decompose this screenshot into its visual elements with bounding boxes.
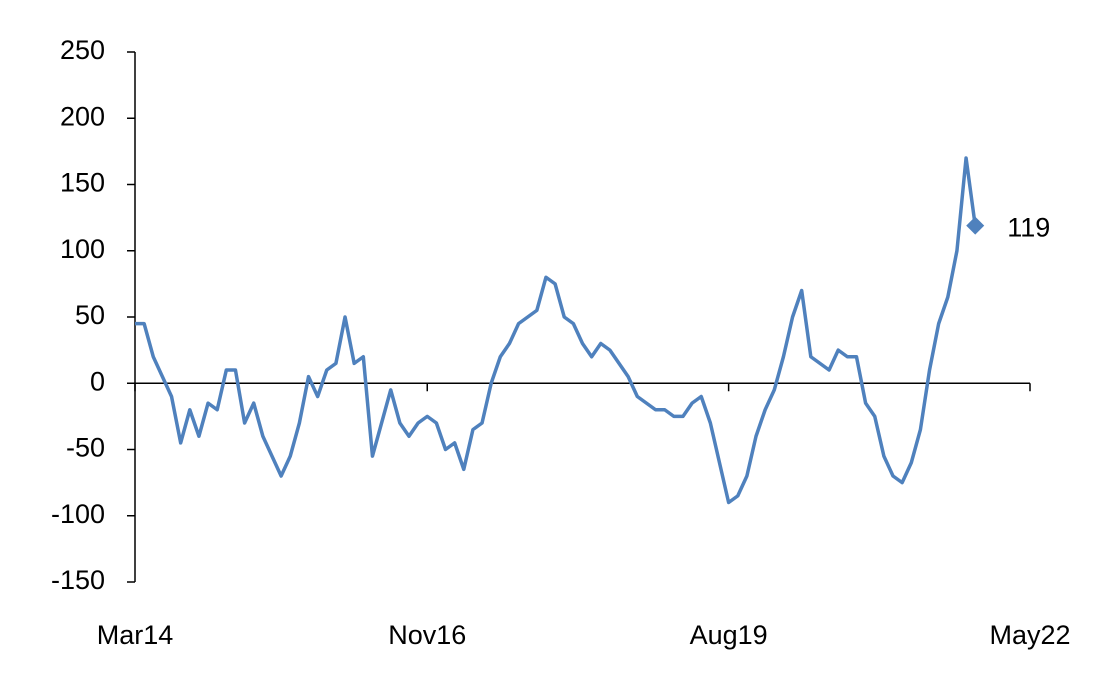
- y-tick-label: 150: [60, 168, 105, 198]
- end-marker: [966, 216, 985, 235]
- y-tick-label: 250: [60, 35, 105, 65]
- x-tick-label: May22: [989, 620, 1070, 650]
- y-tick-label: 50: [75, 300, 105, 330]
- x-tick-label: Nov16: [388, 620, 466, 650]
- y-tick-label: 100: [60, 234, 105, 264]
- y-tick-label: -100: [51, 499, 105, 529]
- y-tick-label: 0: [90, 366, 105, 396]
- line-series: [135, 156, 977, 505]
- x-tick-label: Mar14: [97, 620, 174, 650]
- y-tick-label: -50: [66, 433, 105, 463]
- end-value-label: 119: [1007, 213, 1050, 243]
- x-tick-label: Aug19: [690, 620, 768, 650]
- y-tick-label: -150: [51, 565, 105, 595]
- y-tick-label: 200: [60, 101, 105, 131]
